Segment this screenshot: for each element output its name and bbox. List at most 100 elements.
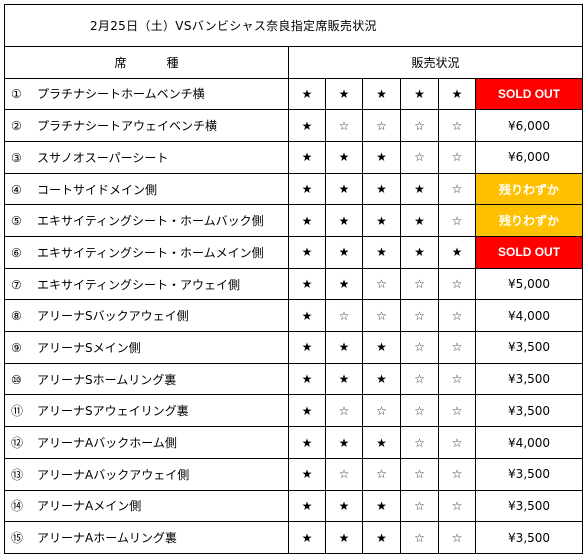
seat-number: ⑤ <box>11 214 22 229</box>
filled-star-icon: ★ <box>288 362 326 396</box>
seat-name: プラチナシートアウェイベンチ横 <box>37 119 218 134</box>
table-row: ⑩ アリーナSホームリング裏 ★ ★ ★ ☆ ☆ ¥3,500 <box>4 362 584 396</box>
filled-star-icon: ★ <box>288 140 326 174</box>
seat-number: ⑧ <box>11 309 22 324</box>
filled-star-icon: ★ <box>362 77 401 111</box>
empty-star-icon: ☆ <box>438 172 476 206</box>
seat-name: アリーナAホームリング裏 <box>37 531 177 546</box>
filled-star-icon: ★ <box>325 77 363 111</box>
status-badge: 残りわずか <box>474 204 584 238</box>
empty-star-icon: ☆ <box>438 489 476 523</box>
empty-star-icon: ☆ <box>400 521 439 554</box>
table-row: ⑭ アリーナAメイン側 ★ ★ ★ ☆ ☆ ¥3,500 <box>4 489 584 523</box>
price-cell: ¥3,500 <box>474 331 584 364</box>
price-cell: ¥4,000 <box>474 299 584 333</box>
empty-star-icon: ☆ <box>362 267 401 301</box>
filled-star-icon: ★ <box>400 77 439 111</box>
seat-name: エキサイティングシート・アウェイ側 <box>37 277 241 292</box>
empty-star-icon: ☆ <box>400 489 439 523</box>
filled-star-icon: ★ <box>325 236 363 269</box>
seat-name-cell: ⑧ アリーナSバックアウェイ側 <box>4 299 289 333</box>
filled-star-icon: ★ <box>288 77 326 111</box>
filled-star-icon: ★ <box>362 521 401 554</box>
seat-name-cell: ⑥ エキサイティングシート・ホームメイン側 <box>4 236 289 269</box>
empty-star-icon: ☆ <box>438 109 476 142</box>
table-row: ⑥ エキサイティングシート・ホームメイン側 ★ ★ ★ ★ ★ SOLD OUT <box>4 236 584 269</box>
seat-name: アリーナSアウェイリング裏 <box>37 404 189 419</box>
seat-name: アリーナSメイン側 <box>37 340 141 355</box>
empty-star-icon: ☆ <box>438 394 476 428</box>
filled-star-icon: ★ <box>325 521 363 554</box>
seat-name-cell: ⑨ アリーナSメイン側 <box>4 331 289 364</box>
empty-star-icon: ☆ <box>325 109 363 142</box>
filled-star-icon: ★ <box>288 394 326 428</box>
seat-number: ⑦ <box>11 277 22 292</box>
seat-number: ⑮ <box>11 531 24 546</box>
table-row: ④ コートサイドメイン側 ★ ★ ★ ★ ☆ 残りわずか <box>4 172 584 206</box>
empty-star-icon: ☆ <box>362 394 401 428</box>
price-cell: ¥3,500 <box>474 457 584 491</box>
filled-star-icon: ★ <box>438 77 476 111</box>
empty-star-icon: ☆ <box>438 204 476 238</box>
table-row: ③ スサノオスーパーシート ★ ★ ★ ☆ ☆ ¥6,000 <box>4 140 584 174</box>
seat-number: ⑥ <box>11 245 22 260</box>
empty-star-icon: ☆ <box>438 426 476 459</box>
seat-number: ② <box>11 119 22 134</box>
seat-number: ⑨ <box>11 340 22 355</box>
empty-star-icon: ☆ <box>400 426 439 459</box>
seat-number: ⑫ <box>11 436 24 450</box>
filled-star-icon: ★ <box>288 204 326 238</box>
filled-star-icon: ★ <box>362 331 401 364</box>
empty-star-icon: ☆ <box>400 457 439 491</box>
filled-star-icon: ★ <box>288 521 326 554</box>
price-cell: ¥6,000 <box>474 109 584 142</box>
seat-name: アリーナSバックアウェイ側 <box>37 309 189 324</box>
empty-star-icon: ☆ <box>438 521 476 554</box>
filled-star-icon: ★ <box>288 267 326 301</box>
empty-star-icon: ☆ <box>400 140 439 174</box>
filled-star-icon: ★ <box>325 267 363 301</box>
filled-star-icon: ★ <box>400 236 439 269</box>
seat-type-header: 席 種 <box>4 45 289 79</box>
seat-name-cell: ⑬ アリーナAバックアウェイ側 <box>4 457 289 491</box>
empty-star-icon: ☆ <box>362 299 401 333</box>
empty-star-icon: ☆ <box>325 457 363 491</box>
filled-star-icon: ★ <box>288 426 326 459</box>
table-row: ⑤ エキサイティングシート・ホームバック側 ★ ★ ★ ★ ☆ 残りわずか <box>4 204 584 238</box>
filled-star-icon: ★ <box>438 236 476 269</box>
table-row: ⑬ アリーナAバックアウェイ側 ★ ☆ ☆ ☆ ☆ ¥3,500 <box>4 457 584 491</box>
empty-star-icon: ☆ <box>325 299 363 333</box>
filled-star-icon: ★ <box>288 457 326 491</box>
table-row: ① プラチナシートホームベンチ横 ★ ★ ★ ★ ★ SOLD OUT <box>4 77 584 111</box>
filled-star-icon: ★ <box>400 204 439 238</box>
table-row: ⑫ アリーナAバックホーム側 ★ ★ ★ ☆ ☆ ¥4,000 <box>4 426 584 459</box>
seat-name: アリーナAバックアウェイ側 <box>37 467 190 482</box>
filled-star-icon: ★ <box>362 489 401 523</box>
seat-name-cell: ② プラチナシートアウェイベンチ横 <box>4 109 289 142</box>
filled-star-icon: ★ <box>362 204 401 238</box>
seat-number: ④ <box>11 182 22 197</box>
seat-name: エキサイティングシート・ホームメイン側 <box>37 245 264 260</box>
filled-star-icon: ★ <box>288 172 326 206</box>
seat-name: エキサイティングシート・ホームバック側 <box>37 214 264 229</box>
table-row: ⑮ アリーナAホームリング裏 ★ ★ ★ ☆ ☆ ¥3,500 <box>4 521 584 554</box>
table-row: ⑧ アリーナSバックアウェイ側 ★ ☆ ☆ ☆ ☆ ¥4,000 <box>4 299 584 333</box>
empty-star-icon: ☆ <box>325 394 363 428</box>
filled-star-icon: ★ <box>400 172 439 206</box>
sales-status-header: 販売状況 <box>287 45 584 79</box>
seat-number: ① <box>11 87 22 102</box>
seat-name-cell: ⑮ アリーナAホームリング裏 <box>4 521 289 554</box>
table-row: ⑦ エキサイティングシート・アウェイ側 ★ ★ ☆ ☆ ☆ ¥5,000 <box>4 267 584 301</box>
filled-star-icon: ★ <box>288 489 326 523</box>
empty-star-icon: ☆ <box>438 331 476 364</box>
seat-name: アリーナAバックホーム側 <box>37 436 177 450</box>
empty-star-icon: ☆ <box>438 267 476 301</box>
table-row: ⑨ アリーナSメイン側 ★ ★ ★ ☆ ☆ ¥3,500 <box>4 331 584 364</box>
seat-number: ⑭ <box>11 499 24 514</box>
status-badge: SOLD OUT <box>474 77 584 111</box>
price-cell: ¥3,500 <box>474 521 584 554</box>
empty-star-icon: ☆ <box>400 109 439 142</box>
seat-name: コートサイドメイン側 <box>37 182 158 197</box>
seat-number: ⑪ <box>11 404 24 419</box>
seat-name-cell: ③ スサノオスーパーシート <box>4 140 289 174</box>
